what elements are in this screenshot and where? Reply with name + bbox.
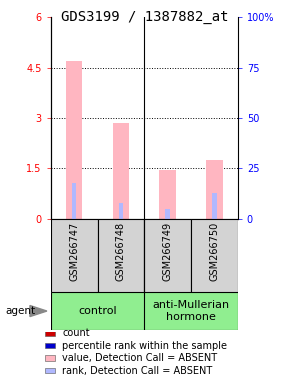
Polygon shape [30,306,47,316]
Bar [45,355,55,361]
Bar [45,368,55,373]
Text: control: control [78,306,117,316]
Bar [191,219,238,292]
Text: anti-Mullerian
hormone: anti-Mullerian hormone [153,300,230,322]
Text: GSM266748: GSM266748 [116,222,126,281]
Text: GSM266750: GSM266750 [209,222,220,281]
Bar [45,343,55,349]
Text: agent: agent [6,306,36,316]
Bar [119,203,123,219]
Bar [66,61,82,219]
Text: rank, Detection Call = ABSENT: rank, Detection Call = ABSENT [62,366,213,376]
Bar [51,219,97,292]
Text: GSM266749: GSM266749 [163,222,173,281]
Text: percentile rank within the sample: percentile rank within the sample [62,341,227,351]
Bar [160,170,176,219]
Text: value, Detection Call = ABSENT: value, Detection Call = ABSENT [62,353,218,363]
Text: GSM266747: GSM266747 [69,222,79,281]
Bar [45,330,55,336]
Bar [144,292,238,330]
Bar [206,160,223,219]
Text: GDS3199 / 1387882_at: GDS3199 / 1387882_at [61,10,229,23]
Bar [212,193,217,219]
Bar [165,209,170,219]
Bar [97,219,144,292]
Text: count: count [62,328,90,338]
Bar [144,219,191,292]
Bar [51,292,144,330]
Bar [72,183,77,219]
Bar [113,123,129,219]
